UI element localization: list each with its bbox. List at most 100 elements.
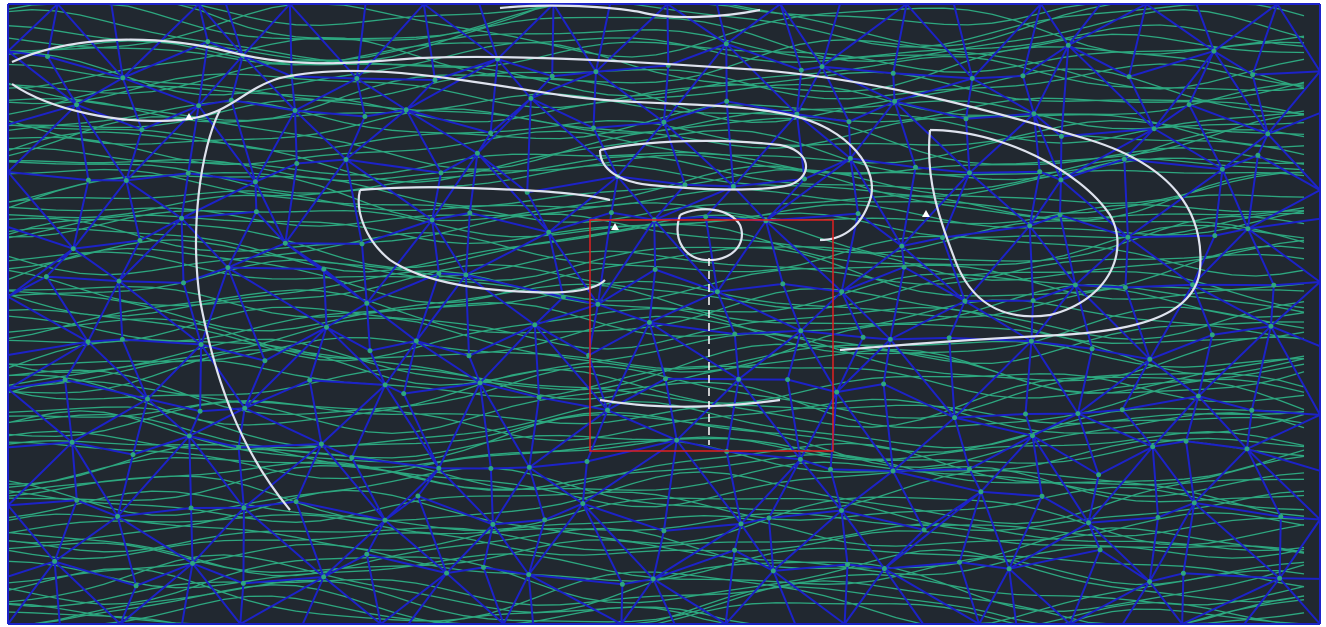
tin-vertex: [890, 468, 896, 474]
tin-vertex: [536, 394, 542, 400]
tin-vertex: [324, 324, 329, 330]
tin-vertex: [542, 517, 548, 523]
tin-vertex: [197, 408, 203, 414]
tin-vertex: [85, 177, 91, 183]
tin-vertex: [1065, 42, 1071, 48]
boundary-curve: [927, 128, 1119, 318]
point-marker: [611, 223, 619, 230]
tin-vertex: [661, 119, 667, 125]
tin-vertex: [797, 456, 803, 462]
tin-vertex: [595, 301, 601, 307]
tin-vertex: [85, 339, 91, 345]
contour-line: [7, 41, 1305, 96]
tin-vertex: [123, 178, 129, 183]
tin-vertex: [798, 328, 804, 334]
contour-line: [7, 33, 1305, 66]
contour-line: [7, 523, 1305, 553]
tin-vertex: [307, 377, 313, 383]
contour-line: [7, 315, 1305, 365]
tin-vertex: [488, 466, 494, 471]
contour-line: [7, 250, 1305, 285]
tin-vertex: [952, 415, 958, 421]
tin-vertex: [1023, 411, 1028, 417]
tin-vertex: [282, 240, 288, 246]
tin-vertex: [839, 289, 845, 295]
tin-vertex: [736, 376, 742, 382]
tin-vertex: [646, 320, 652, 325]
tin-vertex: [43, 274, 49, 280]
tin-vertex: [1122, 285, 1128, 290]
tin-vertex: [560, 294, 566, 300]
tin-vertex: [1268, 323, 1274, 329]
tin-vertex: [650, 576, 656, 582]
tin-vertex: [1125, 234, 1131, 240]
boundary-curve: [676, 208, 743, 262]
tin-vertex: [723, 41, 729, 47]
contour-line: [7, 93, 1305, 123]
point-marker: [922, 210, 930, 217]
tin-vertex: [663, 376, 668, 382]
tin-vertex: [785, 377, 791, 383]
tin-vertex: [1089, 346, 1095, 352]
tin-vertex: [608, 210, 614, 216]
tin-vertex: [186, 433, 192, 439]
tin-vertex: [1096, 472, 1102, 478]
tin-vertex: [1271, 282, 1277, 288]
contour-line: [7, 336, 1305, 370]
tin-vertex: [354, 76, 360, 81]
contour-line: [7, 3, 1305, 58]
tin-vertex: [198, 342, 204, 347]
tin-vertex: [1151, 126, 1157, 132]
tin-vertex: [463, 272, 469, 278]
tin-vertex: [190, 560, 195, 566]
tin-vertex: [1155, 515, 1161, 520]
tin-vertex: [52, 558, 58, 564]
tin-vertex: [921, 527, 927, 533]
contour-line: [7, 213, 1305, 254]
tin-vertex: [145, 396, 150, 402]
contour-line: [7, 68, 1305, 124]
tin-vertex: [584, 459, 590, 464]
tin-vertex: [1097, 547, 1103, 553]
contour-line: [7, 129, 1305, 183]
tin-vertex: [252, 179, 258, 185]
tin-vertex: [364, 300, 370, 306]
tin-vertex: [828, 466, 833, 472]
tin-vertex: [1186, 102, 1192, 108]
tin-vertex: [802, 176, 807, 182]
tin-vertex: [196, 103, 202, 109]
tin-vertex: [770, 568, 776, 574]
tin-vertex: [591, 125, 596, 131]
contour-line: [7, 317, 1305, 376]
contour-line: [7, 567, 1305, 625]
contour-line: [7, 239, 1305, 282]
tin-vertex: [846, 119, 852, 125]
boundary-curve: [11, 38, 1202, 352]
tin-vertex: [855, 211, 861, 217]
tin-vertex: [780, 281, 786, 287]
tin-vertex: [294, 161, 300, 166]
tin-vertex: [860, 334, 866, 340]
tin-vertex: [1209, 332, 1215, 338]
tin-vertex: [1244, 446, 1250, 452]
tin-vertex: [262, 358, 268, 364]
contour-line: [7, 280, 1305, 318]
tin-vertex: [321, 574, 327, 580]
tin-vertex: [74, 497, 80, 503]
tin-vertex: [474, 150, 480, 156]
contour-line: [7, 378, 1305, 435]
tin-vertex: [1249, 407, 1255, 413]
tin-vertex: [1031, 111, 1037, 117]
tin-vertex: [1030, 298, 1036, 304]
contour-line: [7, 465, 1305, 508]
boundary-curve: [499, 4, 761, 19]
contour-line: [7, 203, 1305, 238]
tin-vertex: [957, 559, 962, 565]
contour-line: [7, 490, 1305, 532]
tin-vertex: [382, 382, 388, 388]
tin-vertex: [228, 97, 234, 103]
tin-vertex: [532, 322, 538, 328]
tin-vertex: [881, 381, 887, 387]
tin-vertex: [1195, 393, 1201, 399]
tin-vertex: [847, 155, 853, 161]
